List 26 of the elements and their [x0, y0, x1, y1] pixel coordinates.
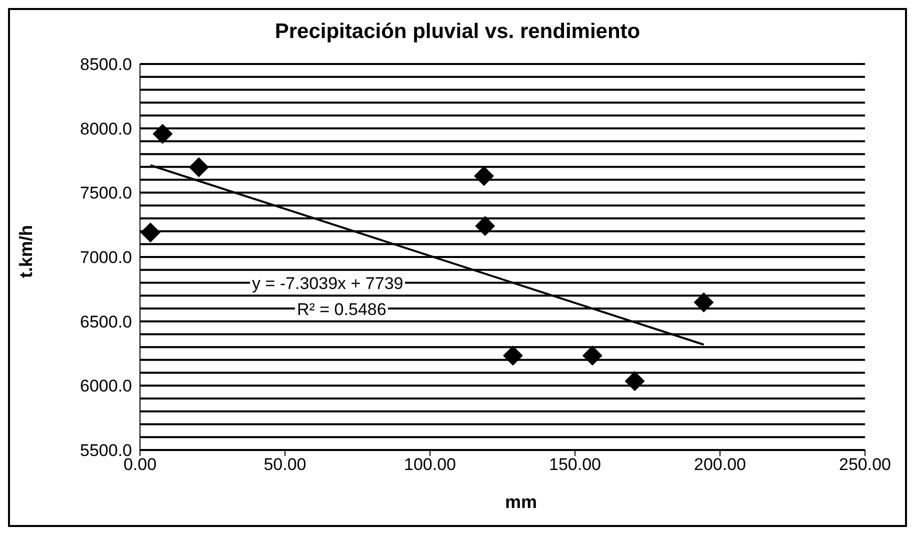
x-axis-title: mm	[505, 492, 538, 513]
point	[502, 346, 523, 366]
point	[694, 292, 714, 312]
y-tick-label: 7000.0	[80, 248, 132, 268]
annotation: R² = 0.5486	[295, 300, 388, 320]
point	[474, 166, 494, 186]
point	[140, 222, 160, 243]
annotation: y = -7.3039x + 7739	[250, 274, 406, 294]
point	[582, 346, 602, 366]
x-tick-label: 100.00	[404, 455, 456, 474]
y-tick-label: 6000.0	[80, 376, 132, 396]
y-tick-label: 7500.0	[80, 184, 132, 203]
x-tick-label: 250.00	[839, 455, 891, 474]
x-tick-label: 200.00	[694, 455, 746, 474]
y-tick-label: 6500.0	[80, 312, 132, 332]
point	[152, 124, 173, 144]
x-tick-label: 50.00	[264, 455, 306, 474]
y-tick-label: 8500.0	[80, 55, 132, 74]
x-tick-label: 0.00	[123, 455, 157, 474]
point	[624, 371, 645, 392]
chart-title: Precipitación pluvial vs. rendimiento	[274, 20, 642, 44]
point	[475, 216, 496, 236]
point	[188, 157, 209, 178]
y-axis-title: t.km/h	[16, 224, 37, 278]
x-tick-label: 150.00	[549, 455, 601, 474]
y-tick-label: 8000.0	[80, 119, 132, 138]
